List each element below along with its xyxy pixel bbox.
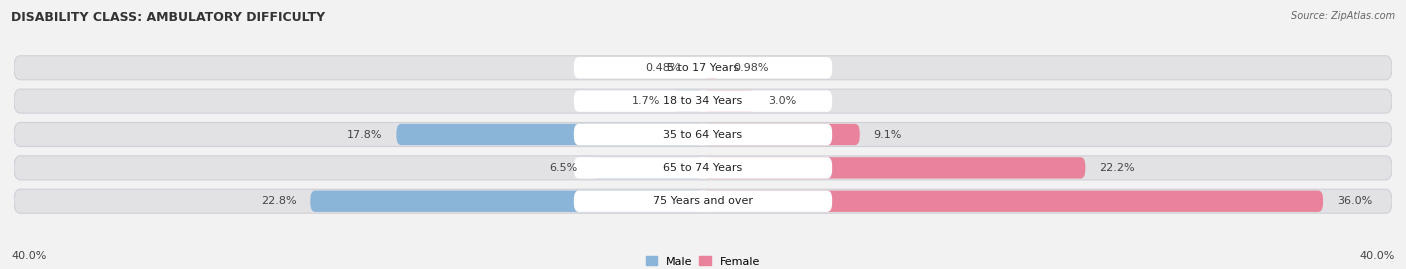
Text: Source: ZipAtlas.com: Source: ZipAtlas.com [1291, 11, 1395, 21]
Text: DISABILITY CLASS: AMBULATORY DIFFICULTY: DISABILITY CLASS: AMBULATORY DIFFICULTY [11, 11, 325, 24]
FancyBboxPatch shape [703, 157, 1085, 179]
Text: 5 to 17 Years: 5 to 17 Years [666, 63, 740, 73]
Text: 65 to 74 Years: 65 to 74 Years [664, 163, 742, 173]
FancyBboxPatch shape [574, 90, 832, 112]
FancyBboxPatch shape [396, 124, 703, 145]
Text: 35 to 64 Years: 35 to 64 Years [664, 129, 742, 140]
FancyBboxPatch shape [673, 90, 703, 112]
Text: 1.7%: 1.7% [631, 96, 659, 106]
FancyBboxPatch shape [695, 57, 703, 79]
FancyBboxPatch shape [14, 156, 1392, 180]
Text: 40.0%: 40.0% [11, 251, 46, 261]
FancyBboxPatch shape [14, 122, 1392, 147]
Text: 3.0%: 3.0% [769, 96, 797, 106]
Text: 40.0%: 40.0% [1360, 251, 1395, 261]
Text: 75 Years and over: 75 Years and over [652, 196, 754, 206]
FancyBboxPatch shape [591, 157, 703, 179]
Text: 22.2%: 22.2% [1099, 163, 1135, 173]
FancyBboxPatch shape [703, 57, 720, 79]
FancyBboxPatch shape [703, 90, 755, 112]
FancyBboxPatch shape [574, 57, 832, 79]
Text: 0.48%: 0.48% [645, 63, 681, 73]
FancyBboxPatch shape [703, 124, 859, 145]
Text: 22.8%: 22.8% [262, 196, 297, 206]
FancyBboxPatch shape [574, 157, 832, 179]
Text: 6.5%: 6.5% [548, 163, 578, 173]
FancyBboxPatch shape [14, 189, 1392, 213]
FancyBboxPatch shape [574, 190, 832, 212]
Text: 36.0%: 36.0% [1337, 196, 1372, 206]
FancyBboxPatch shape [574, 124, 832, 145]
Legend: Male, Female: Male, Female [647, 256, 759, 267]
Text: 9.1%: 9.1% [873, 129, 901, 140]
Text: 17.8%: 17.8% [347, 129, 382, 140]
Text: 0.98%: 0.98% [734, 63, 769, 73]
FancyBboxPatch shape [14, 89, 1392, 113]
FancyBboxPatch shape [311, 190, 703, 212]
FancyBboxPatch shape [14, 56, 1392, 80]
FancyBboxPatch shape [703, 190, 1323, 212]
Text: 18 to 34 Years: 18 to 34 Years [664, 96, 742, 106]
